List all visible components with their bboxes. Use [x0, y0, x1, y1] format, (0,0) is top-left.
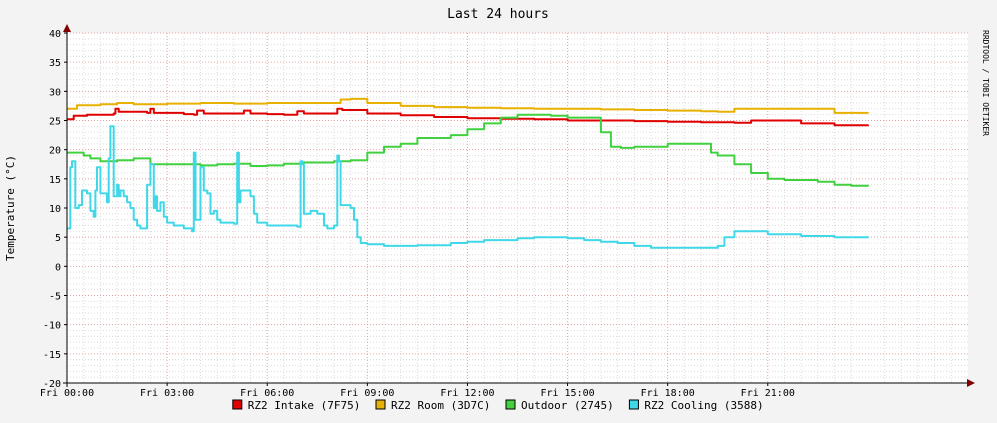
- chart-title: Last 24 hours: [447, 7, 549, 22]
- legend-label-1: RZ2 Intake (7F75): [248, 399, 361, 412]
- legend-swatch-3: [505, 399, 516, 410]
- y-tick-label: 35: [49, 58, 61, 69]
- x-tick-label: Fri 03:00: [140, 388, 194, 399]
- y-tick-label: -10: [43, 321, 61, 332]
- y-axis-label: Temperature (°C): [4, 155, 17, 261]
- y-tick-label: -20: [43, 379, 61, 390]
- series-line-4: [67, 125, 869, 249]
- y-tick-label: 10: [49, 204, 61, 215]
- y-tick-label: 40: [49, 29, 61, 40]
- x-axis-arrow: [967, 379, 975, 387]
- grid-major: [64, 32, 968, 386]
- legend-swatch-4: [628, 399, 639, 410]
- y-tick-label: -5: [49, 292, 61, 303]
- legend: RZ2 Intake (7F75) RZ2 Room (3D7C) Outdoor …: [232, 399, 764, 412]
- y-tick-label: -15: [43, 350, 61, 361]
- y-axis-arrow: [63, 24, 71, 32]
- y-tick-label: 15: [49, 175, 61, 186]
- y-tick-label: 5: [55, 233, 61, 244]
- series-layer: [67, 97, 869, 249]
- y-tick-label: 25: [49, 117, 61, 128]
- series-line-1: [67, 107, 869, 127]
- x-tick-label: Fri 21:00: [741, 388, 795, 399]
- x-tick-label: Fri 18:00: [641, 388, 695, 399]
- x-tick-label: Fri 09:00: [340, 388, 394, 399]
- series-line-3: [67, 113, 869, 187]
- x-tick-label: Fri 00:00: [40, 388, 94, 399]
- x-tick-label: Fri 06:00: [240, 388, 294, 399]
- x-tick-label: Fri 15:00: [540, 388, 594, 399]
- axes: [63, 24, 975, 387]
- x-tick-labels: Fri 00:00 Fri 03:00 Fri 06:00 Fri 09:00 Fri …: [40, 388, 795, 399]
- x-tick-label: Fri 12:00: [440, 388, 494, 399]
- legend-label-3: Outdoor (2745): [521, 399, 614, 412]
- y-tick-labels: 40 35 30 25 20 15 10 5 0 -5 -10 -15 -20: [43, 29, 61, 390]
- legend-swatch-1: [232, 399, 243, 410]
- y-tick-label: 30: [49, 87, 61, 98]
- series-line-2: [67, 97, 869, 114]
- y-tick-label: 0: [55, 262, 61, 273]
- legend-label-4: RZ2 Cooling (3588): [644, 399, 763, 412]
- legend-swatch-2: [375, 399, 386, 410]
- y-tick-label: 20: [49, 146, 61, 157]
- legend-label-2: RZ2 Room (3D7C): [391, 399, 490, 412]
- watermark: RRDTOOL / TOBI OETIKER: [981, 30, 990, 136]
